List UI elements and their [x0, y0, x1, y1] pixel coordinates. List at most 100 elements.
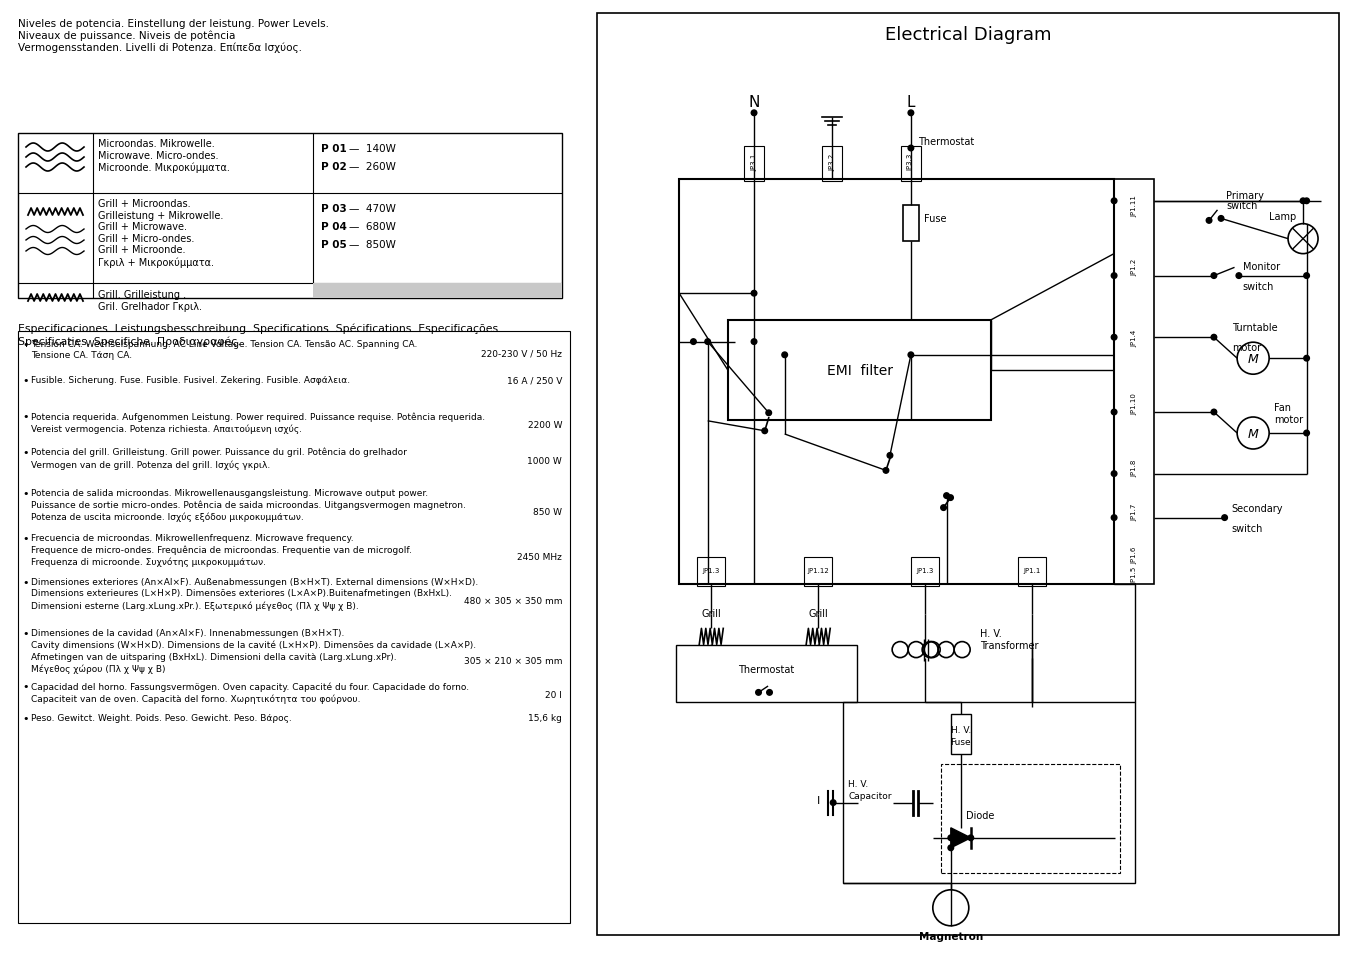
- Circle shape: [1210, 410, 1217, 416]
- Circle shape: [969, 835, 974, 841]
- Circle shape: [948, 845, 954, 851]
- Text: Niveles de potencia. Einstellung der leistung. Power Levels.
Niveaux de puissanc: Niveles de potencia. Einstellung der lei…: [18, 19, 330, 53]
- Text: P 04: P 04: [322, 222, 347, 232]
- Circle shape: [1236, 274, 1242, 279]
- Text: •: •: [22, 681, 28, 691]
- Text: Grill + Microondas.
Grilleistung + Mikrowelle.
Grill + Microwave.
Grill + Micro-: Grill + Microondas. Grilleistung + Mikro…: [99, 199, 223, 268]
- Circle shape: [948, 496, 954, 501]
- Text: M: M: [1248, 353, 1259, 365]
- Text: JP1.5: JP1.5: [1131, 567, 1138, 584]
- Text: •: •: [22, 489, 28, 498]
- Text: 480 × 305 × 350 mm: 480 × 305 × 350 mm: [463, 597, 562, 605]
- Bar: [901, 147, 921, 182]
- Text: P 01: P 01: [322, 144, 347, 153]
- Circle shape: [1300, 199, 1306, 204]
- Text: JP1.8: JP1.8: [1131, 459, 1138, 476]
- Text: JP1.3: JP1.3: [916, 568, 934, 574]
- Circle shape: [908, 353, 913, 358]
- Bar: [313, 284, 562, 298]
- Text: —  140W: — 140W: [349, 144, 396, 153]
- Circle shape: [751, 111, 757, 116]
- Text: •: •: [22, 578, 28, 587]
- Text: Frecuencia de microondas. Mikrowellenfrequenz. Microwave frequency.
Frequence de: Frecuencia de microondas. Mikrowellenfre…: [31, 534, 412, 567]
- Circle shape: [884, 468, 889, 474]
- Text: Diode: Diode: [966, 810, 994, 820]
- Bar: [1019, 558, 1046, 586]
- Text: 850 W: 850 W: [534, 507, 562, 517]
- Text: Peso. Gewitct. Weight. Poids. Peso. Gewicht. Peso. Bάρος.: Peso. Gewitct. Weight. Poids. Peso. Gewi…: [31, 713, 292, 722]
- Circle shape: [1206, 218, 1212, 224]
- Text: Thermostat: Thermostat: [739, 664, 794, 674]
- Text: Transformer: Transformer: [981, 639, 1039, 650]
- Bar: [843, 702, 1135, 882]
- Circle shape: [766, 411, 771, 416]
- Text: Grill: Grill: [808, 609, 828, 618]
- Bar: [1115, 179, 1154, 584]
- Text: Microondas. Mikrowelle.
Microwave. Micro-ondes.
Microonde. Μικροκύμματα.: Microondas. Mikrowelle. Microwave. Micro…: [99, 139, 230, 172]
- Text: Fusible. Sicherung. Fuse. Fusible. Fusivel. Zekering. Fusible. Ασφάλεια.: Fusible. Sicherung. Fuse. Fusible. Fusiv…: [31, 375, 350, 385]
- Text: Especificaciones. Leistungsbesschreibung. Specifications. Spécifications. Especi: Especificaciones. Leistungsbesschreibung…: [18, 324, 501, 346]
- Circle shape: [908, 111, 913, 116]
- Text: •: •: [22, 375, 28, 386]
- Circle shape: [755, 690, 762, 696]
- Circle shape: [690, 339, 696, 345]
- Circle shape: [1210, 335, 1217, 340]
- Bar: [804, 558, 832, 586]
- Circle shape: [1219, 216, 1224, 222]
- Bar: [680, 179, 1115, 584]
- Text: switch: switch: [1232, 523, 1263, 533]
- Circle shape: [762, 429, 767, 435]
- Text: •: •: [22, 339, 28, 350]
- Text: JP3.1: JP3.1: [751, 153, 757, 171]
- Text: Thermostat: Thermostat: [917, 137, 974, 147]
- Circle shape: [908, 146, 913, 152]
- Text: —  260W: — 260W: [349, 162, 396, 172]
- Text: 305 × 210 × 305 mm: 305 × 210 × 305 mm: [463, 657, 562, 666]
- Text: Magnetron: Magnetron: [919, 931, 984, 941]
- Text: Secondary: Secondary: [1232, 503, 1283, 513]
- Text: Capacitor: Capacitor: [848, 791, 892, 800]
- Text: I: I: [816, 795, 820, 804]
- Text: •: •: [22, 628, 28, 639]
- Text: •: •: [22, 412, 28, 421]
- Text: P 03: P 03: [322, 204, 347, 213]
- Text: L: L: [907, 94, 915, 110]
- Circle shape: [940, 505, 946, 511]
- Bar: [18, 332, 570, 923]
- Text: EMI  filter: EMI filter: [827, 363, 893, 377]
- Circle shape: [948, 835, 954, 841]
- Text: —  680W: — 680W: [349, 222, 396, 232]
- Text: 2200 W: 2200 W: [527, 421, 562, 430]
- Bar: [18, 133, 562, 298]
- Text: Fuse: Fuse: [951, 737, 971, 746]
- Text: switch: switch: [1227, 201, 1258, 212]
- Text: —  850W: — 850W: [349, 240, 396, 250]
- Text: Potencia del grill. Grilleistung. Grill power. Puissance du gril. Potência do gr: Potencia del grill. Grilleistung. Grill …: [31, 448, 407, 469]
- Circle shape: [1304, 274, 1309, 279]
- Text: JP1.2: JP1.2: [1131, 259, 1138, 276]
- Text: JP1.3: JP1.3: [703, 568, 720, 574]
- Circle shape: [888, 453, 893, 458]
- Text: JP1.4: JP1.4: [1131, 329, 1138, 347]
- Circle shape: [705, 339, 711, 345]
- Circle shape: [1210, 274, 1217, 279]
- Circle shape: [1112, 199, 1117, 204]
- Bar: [744, 147, 765, 182]
- Text: M: M: [1248, 427, 1259, 440]
- Circle shape: [1112, 274, 1117, 279]
- Bar: [902, 206, 919, 241]
- Text: JP1.7: JP1.7: [1131, 503, 1138, 520]
- Text: Dimensiones de la cavidad (An×Al×F). Innenabmessungen (B×H×T).
Cavity dimensions: Dimensiones de la cavidad (An×Al×F). Inn…: [31, 628, 476, 673]
- Circle shape: [1112, 335, 1117, 340]
- Text: switch: switch: [1243, 281, 1274, 292]
- Text: JP1.1: JP1.1: [1024, 568, 1040, 574]
- Bar: [676, 645, 858, 702]
- Circle shape: [1112, 472, 1117, 476]
- Text: P 05: P 05: [322, 240, 347, 250]
- Circle shape: [1112, 410, 1117, 416]
- Text: JP1.6: JP1.6: [1131, 546, 1138, 563]
- Text: Potencia requerida. Aufgenommen Leistung. Power required. Puissance requise. Pot: Potencia requerida. Aufgenommen Leistung…: [31, 412, 485, 434]
- Text: Fuse: Fuse: [924, 213, 947, 224]
- Text: Monitor: Monitor: [1243, 261, 1279, 272]
- Text: 220-230 V / 50 Hz: 220-230 V / 50 Hz: [481, 349, 562, 358]
